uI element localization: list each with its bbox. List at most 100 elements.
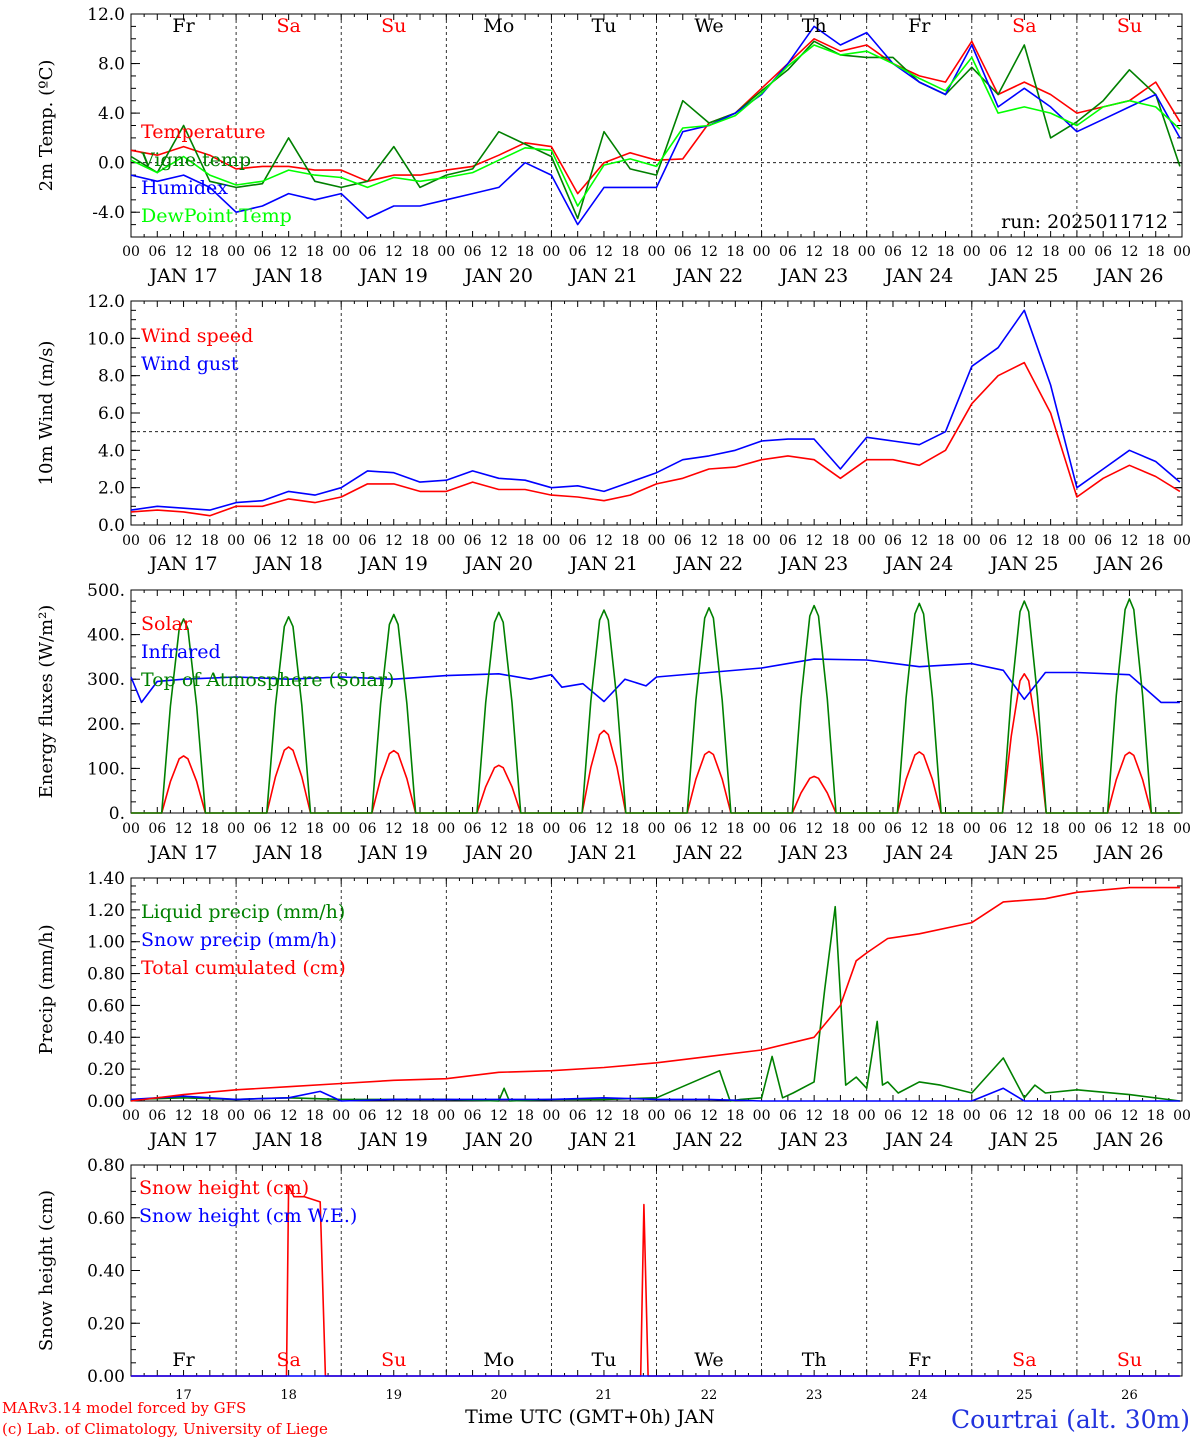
x-hour-label: 18 [726, 244, 744, 260]
x-hour-label: 00 [542, 821, 560, 837]
x-hour-label: 06 [569, 1108, 587, 1124]
x-hour-label: 06 [569, 244, 587, 260]
x-hour-label: 12 [280, 244, 298, 260]
x-hour-label: 12 [490, 533, 508, 549]
x-hour-label: 00 [332, 821, 350, 837]
legend-entry: Snow precip (mm/h) [141, 929, 337, 951]
x-hour-label: 18 [937, 244, 955, 260]
x-hour-label: 18 [516, 1108, 534, 1124]
x-hour-label: 06 [253, 244, 271, 260]
series-line-infrared [130, 658, 1180, 704]
weekday-label: Mo [483, 15, 514, 37]
weekday-label: Fr [172, 15, 195, 37]
y-tick-label: 0.00 [87, 1092, 125, 1112]
legend-entry: Solar [141, 613, 193, 635]
x-hour-label: 00 [648, 1108, 666, 1124]
x-hour-label: 06 [569, 533, 587, 549]
y-tick-label: 0.80 [87, 965, 125, 985]
weekday-label: Su [381, 1349, 406, 1371]
x-hour-label: 18 [621, 1108, 639, 1124]
x-hour-label: 12 [1015, 1108, 1033, 1124]
x-hour-label: 18 [937, 821, 955, 837]
x-hour-label: 06 [884, 1108, 902, 1124]
x-hour-label: 06 [674, 821, 692, 837]
x-day-label: JAN 21 [568, 1129, 638, 1151]
y-tick-label: 300. [87, 670, 125, 690]
x-hour-label: 00 [963, 821, 981, 837]
x-hour-label: 18 [201, 821, 219, 837]
x-hour-label: 12 [175, 821, 193, 837]
x-hour-label: 18 [1042, 533, 1060, 549]
x-hour-label: 00 [963, 1108, 981, 1124]
x-hour-label: 00 [753, 1108, 771, 1124]
x-day-label: JAN 24 [883, 553, 953, 575]
x-hour-label: 18 [306, 533, 324, 549]
weekday-label: Th [802, 1349, 827, 1371]
x-hour-label: 18 [726, 821, 744, 837]
y-tick-label: 2.0 [98, 479, 125, 499]
x-hour-label: 18 [832, 533, 850, 549]
x-hour-label: 06 [253, 533, 271, 549]
x-hour-label: 12 [385, 821, 403, 837]
x-day-label: JAN 20 [463, 842, 533, 864]
x-hour-label: 06 [1094, 533, 1112, 549]
x-hour-label: 12 [805, 1108, 823, 1124]
x-day-label: JAN 22 [673, 1129, 743, 1151]
x-day-label: JAN 26 [1093, 265, 1163, 287]
x-hour-label: 00 [542, 533, 560, 549]
x-hour-label: 06 [359, 244, 377, 260]
y-tick-label: 0. [109, 804, 125, 824]
x-hour-label: 12 [805, 821, 823, 837]
x-hour-label: 06 [359, 1108, 377, 1124]
weekday-label: Su [1117, 1349, 1142, 1371]
x-hour-label: 00 [1068, 821, 1086, 837]
weekday-label: Sa [1012, 15, 1036, 37]
x-hour-label: 00 [858, 821, 876, 837]
x-hour-label: 00 [437, 244, 455, 260]
y-tick-label: 4.0 [98, 441, 125, 461]
x-day-label: JAN 23 [778, 842, 848, 864]
panel-labels: -4.0 0.0 4.0 8.0 12.0 2m Temp. (ºC) Temperatur… [36, 5, 1191, 1403]
x-hour-label: 06 [989, 244, 1007, 260]
y-axis-label: 2m Temp. (ºC) [36, 60, 57, 192]
x-hour-label: 18 [201, 244, 219, 260]
x-hour-label: 12 [280, 533, 298, 549]
x-hour-label: 18 [516, 533, 534, 549]
x-hour-label: 12 [1015, 244, 1033, 260]
x-hour-label: 06 [884, 533, 902, 549]
x-day-label: JAN 22 [673, 553, 743, 575]
x-hour-label: 12 [385, 533, 403, 549]
x-day-label: JAN 25 [988, 842, 1058, 864]
x-hour-label: 00 [963, 244, 981, 260]
x-hour-label: 06 [359, 533, 377, 549]
x-hour-label: 18 [306, 244, 324, 260]
x-hour-label: 18 [1042, 244, 1060, 260]
x-hour-label: 06 [253, 821, 271, 837]
x-day-label: JAN 18 [253, 1129, 323, 1151]
x-hour-label: 00 [332, 533, 350, 549]
legend-entry: Liquid precip (mm/h) [141, 901, 345, 923]
series-line-wind-speed [130, 361, 1181, 517]
series-line-wind-gust [130, 309, 1181, 511]
x-hour-label: 00 [1173, 533, 1191, 549]
weekday-label: We [694, 1349, 723, 1371]
x-hour-label: 00 [437, 1108, 455, 1124]
x-hour-label: 18 [201, 533, 219, 549]
x-hour-label: 12 [805, 533, 823, 549]
x-hour-label: 12 [595, 244, 613, 260]
y-tick-label: 1.40 [87, 869, 125, 889]
x-hour-label: 06 [779, 244, 797, 260]
x-hour-label: 12 [700, 821, 718, 837]
x-hour-label: 06 [464, 244, 482, 260]
y-tick-label: 0.40 [87, 1028, 125, 1048]
x-hour-label: 18 [1147, 821, 1165, 837]
legend-entry: Top of Atmosphere (Solar) [141, 669, 394, 691]
x-hour-label: 06 [1094, 244, 1112, 260]
series-line-humidex [130, 25, 1181, 226]
x-hour-label: 12 [595, 1108, 613, 1124]
legend-entry: Humidex [141, 177, 228, 199]
x-hour-label: 12 [910, 533, 928, 549]
x-hour-label: 06 [1094, 1108, 1112, 1124]
x-hour-label: 12 [700, 244, 718, 260]
x-hour-label: 06 [674, 244, 692, 260]
